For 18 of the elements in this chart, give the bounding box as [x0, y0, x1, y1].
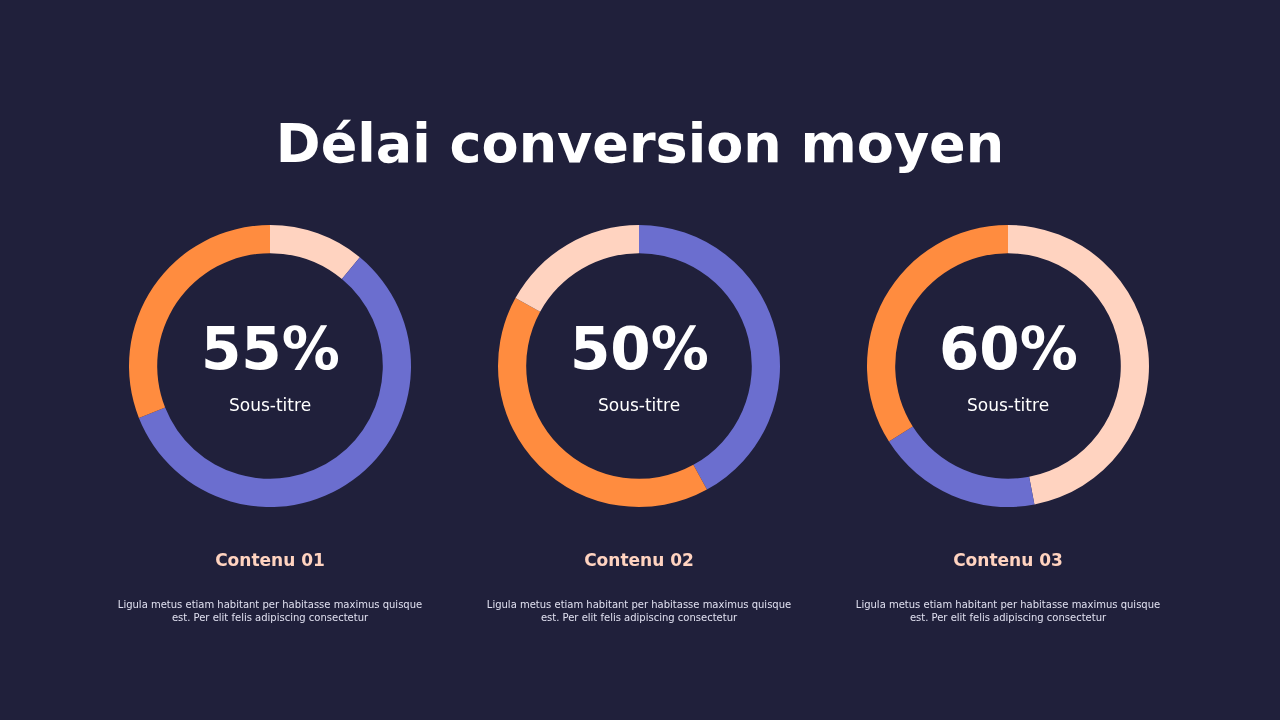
text: Ligula metus etiam habitant per habitasse maximus quisque est. Per elit felis adipiscing consectetur — [854, 598, 1162, 624]
text: 60% — [939, 315, 1078, 383]
donut-slice — [515, 225, 639, 312]
text: Délai conversion moyen — [274, 112, 1006, 175]
text: Contenu 03 — [952, 550, 1064, 570]
text: Ligula metus etiam habitant per habitasse maximus quisque est. Per elit felis adipiscing consectetur — [485, 598, 793, 624]
text: Sous-titre — [967, 395, 1050, 415]
donut-slice — [498, 298, 707, 507]
text: Ligula metus etiam habitant per habitasse maximus quisque est. Per elit felis adipiscing consectetur — [116, 598, 424, 624]
text: Contenu 01 — [214, 550, 326, 570]
text: Sous-titre — [598, 395, 681, 415]
text: Sous-titre — [229, 395, 312, 415]
donut-slice — [138, 257, 411, 507]
text: 50% — [570, 315, 709, 383]
text: Contenu 02 — [583, 550, 695, 570]
donut-slice — [888, 426, 1035, 507]
text: 55% — [201, 315, 340, 383]
donut-slice — [270, 225, 360, 280]
